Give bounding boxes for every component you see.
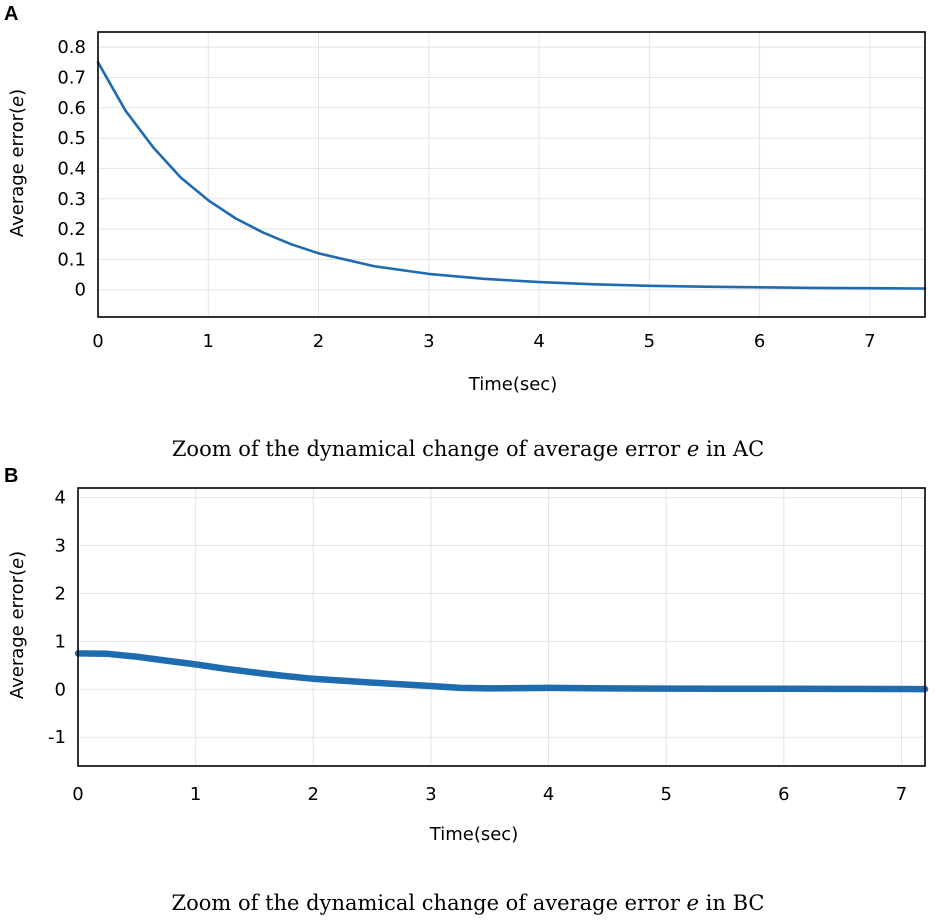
chart-b-x-tick-label: 0	[72, 784, 83, 805]
chart-b-x-tick-label: 6	[778, 784, 789, 805]
chart-a-x-tick-label: 5	[644, 331, 655, 352]
chart-a-x-tick-label: 7	[864, 331, 875, 352]
chart-a-x-tick-label: 3	[423, 331, 434, 352]
chart-b-y-tick-label: 2	[55, 583, 66, 604]
chart-a-x-tick-label: 2	[313, 331, 324, 352]
chart-a-plot-frame	[97, 31, 926, 318]
chart-a-y-axis-label: Average error(e)	[7, 89, 28, 237]
chart-b-x-tick-label: 4	[543, 784, 554, 805]
chart-a-y-tick-label: 0.3	[57, 189, 86, 210]
chart-b-series-line	[74, 650, 929, 693]
chart-b-y-tick-label: 3	[55, 536, 66, 557]
chart-b-y-tick-label: -1	[48, 727, 66, 748]
chart-a-x-tick-label: 4	[533, 331, 544, 352]
chart-a-x-axis-label: Time(sec)	[468, 374, 557, 395]
chart-a-x-tick-label: 6	[754, 331, 765, 352]
chart-b-x-tick-label: 2	[308, 784, 319, 805]
chart-b-y-tick-label: 1	[55, 631, 66, 652]
chart-a-caption: Zoom of the dynamical change of average …	[172, 437, 764, 461]
chart-b-x-tick-label: 1	[190, 784, 201, 805]
chart-a-y-tick-label: 0.8	[57, 37, 86, 58]
chart-a-y-tick-label: 0.5	[57, 128, 86, 149]
chart-a-y-tick-label: 0.4	[57, 158, 86, 179]
chart-a-y-tick-label: 0	[75, 280, 86, 301]
chart-a: 0 1 2 3 4 5 6 7 0 0.1 0.2 0.3 0.4 0.5 0.6 0.7 0.8	[57, 31, 927, 352]
chart-b-x-tick-label: 3	[425, 784, 436, 805]
chart-b: 0 1 2 3 4 5 6 7 -1 0 1 2 3 4	[48, 487, 929, 805]
chart-b-caption: Zoom of the dynamical change of average …	[172, 891, 765, 915]
chart-b-y-tick-label: 0	[55, 679, 66, 700]
chart-a-series-line	[96, 60, 927, 290]
chart-b-x-axis-label: Time(sec)	[429, 824, 518, 845]
chart-a-y-tick-label: 0.7	[57, 67, 86, 88]
panel-b-label: B	[4, 465, 18, 487]
chart-b-x-tick-label: 5	[660, 784, 671, 805]
chart-a-x-tick-label: 1	[203, 331, 214, 352]
chart-a-y-tick-label: 0.2	[57, 219, 86, 240]
chart-a-x-tick-label: 0	[92, 331, 103, 352]
chart-a-y-tick-label: 0.1	[57, 249, 86, 270]
chart-b-x-tick-label: 7	[896, 784, 907, 805]
chart-b-plot-frame	[77, 487, 926, 767]
chart-b-y-axis-label: Average error(e)	[7, 551, 28, 699]
chart-b-y-tick-label: 4	[55, 488, 66, 509]
panel-a-label: A	[4, 3, 18, 25]
chart-a-y-tick-label: 0.6	[57, 98, 86, 119]
